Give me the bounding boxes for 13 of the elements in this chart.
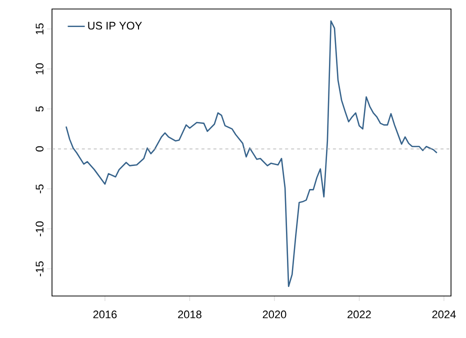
x-tick-label: 2024	[432, 310, 456, 318]
legend-label: US IP YOY	[88, 22, 142, 30]
y-tick-label: 10	[36, 63, 44, 74]
x-tick-label: 2016	[93, 310, 117, 318]
x-tick-label: 2018	[178, 310, 202, 318]
y-tick-label: 0	[36, 146, 44, 152]
y-tick-label: 5	[36, 106, 44, 112]
y-tick-label: -5	[36, 184, 44, 194]
y-tick-label: 15	[36, 23, 44, 34]
y-tick-label: -10	[36, 221, 44, 236]
y-tick-label: -15	[36, 261, 44, 276]
x-tick-label: 2022	[348, 310, 371, 318]
x-tick-label: 2020	[262, 310, 286, 318]
